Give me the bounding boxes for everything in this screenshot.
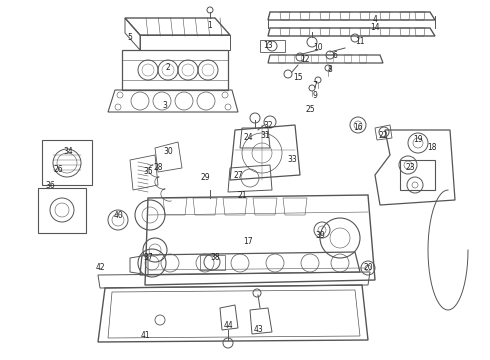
Text: 43: 43 — [253, 325, 263, 334]
Text: 13: 13 — [263, 40, 273, 49]
Text: 9: 9 — [313, 90, 318, 99]
Bar — [38, 188, 86, 233]
Text: 5: 5 — [127, 33, 132, 42]
Text: 4: 4 — [372, 15, 377, 24]
Text: 36: 36 — [45, 180, 55, 189]
Text: 34: 34 — [63, 148, 73, 157]
Text: 18: 18 — [427, 144, 437, 153]
Text: 35: 35 — [143, 167, 153, 176]
Text: 32: 32 — [263, 121, 273, 130]
Text: 31: 31 — [260, 130, 270, 139]
Text: 39: 39 — [315, 230, 325, 239]
Text: 3: 3 — [163, 100, 168, 109]
Text: 23: 23 — [405, 163, 415, 172]
Text: 10: 10 — [313, 42, 323, 51]
Text: 16: 16 — [353, 123, 363, 132]
Text: 1: 1 — [208, 21, 212, 30]
Text: 20: 20 — [363, 264, 373, 273]
Text: 22: 22 — [378, 130, 388, 139]
Text: 25: 25 — [305, 105, 315, 114]
Bar — [400, 160, 435, 190]
Text: 19: 19 — [413, 135, 423, 144]
Text: 21: 21 — [237, 190, 247, 199]
Text: 38: 38 — [210, 253, 220, 262]
Text: 6: 6 — [333, 50, 338, 59]
Text: 33: 33 — [287, 156, 297, 165]
Text: 41: 41 — [140, 330, 150, 339]
Text: 27: 27 — [233, 171, 243, 180]
Text: 11: 11 — [355, 37, 365, 46]
Text: 24: 24 — [243, 134, 253, 143]
Text: 15: 15 — [293, 73, 303, 82]
Bar — [42, 140, 92, 185]
Text: 2: 2 — [166, 63, 171, 72]
Text: 37: 37 — [143, 253, 153, 262]
Text: 28: 28 — [153, 163, 163, 172]
Text: 12: 12 — [300, 55, 310, 64]
Text: 7: 7 — [313, 81, 318, 90]
Text: 40: 40 — [113, 211, 123, 220]
Text: 30: 30 — [163, 148, 173, 157]
Text: 8: 8 — [328, 66, 332, 75]
Text: 42: 42 — [95, 264, 105, 273]
Text: 17: 17 — [243, 238, 253, 247]
Text: 29: 29 — [200, 174, 210, 183]
Text: 44: 44 — [223, 320, 233, 329]
Text: 14: 14 — [370, 23, 380, 32]
Text: 26: 26 — [53, 166, 63, 175]
